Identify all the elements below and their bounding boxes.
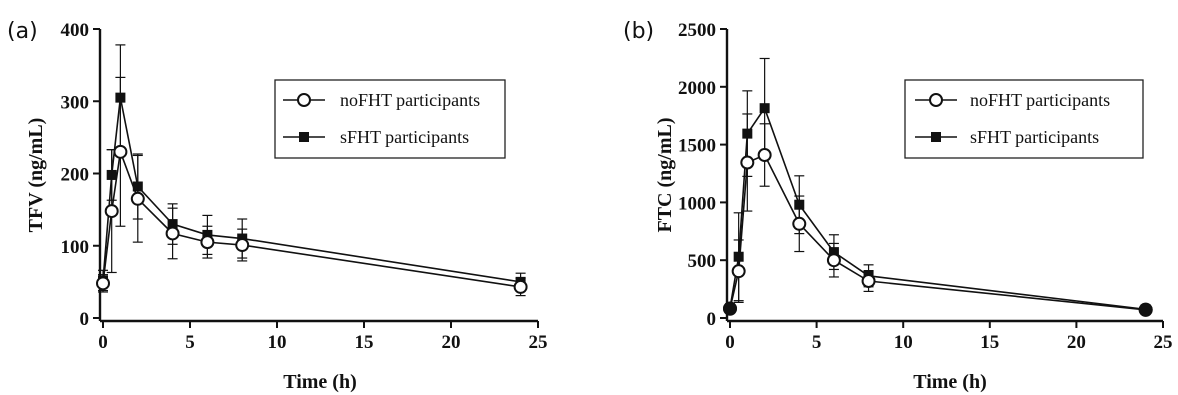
panel-a-point-nofht — [130, 191, 145, 206]
panel-a-x-tick-label: 25 — [529, 332, 548, 353]
panel-a-y-tick-label: 400 — [61, 20, 90, 41]
panel-a-legend-label-sfht: sFHT participants — [340, 127, 469, 147]
panel-a-point-nofht — [165, 226, 180, 241]
panel-a-x-tick-label: 0 — [98, 332, 108, 353]
panel-a-legend-marker-nofht — [297, 93, 311, 107]
panel-b-legend-label-nofht: noFHT participants — [970, 90, 1110, 110]
panel-b-x-tick-label: 20 — [1067, 332, 1086, 353]
panel-a-point-nofht — [513, 279, 528, 294]
panel-a-legend-label-nofht: noFHT participants — [340, 90, 480, 110]
panel-b-point-nofht — [731, 264, 746, 279]
panel-b-point-nofht — [861, 274, 876, 289]
panel-b-point-nofht — [826, 253, 841, 268]
panel-b-line-sfht — [729, 106, 1146, 311]
panel-b-point-nofht — [740, 155, 755, 170]
panel-a-point-nofht — [200, 235, 215, 250]
panel-a-xlabel: Time (h) — [283, 371, 357, 393]
panel-a-x-tick-label: 5 — [185, 332, 195, 353]
panel-b-x-tick-label: 25 — [1154, 332, 1173, 353]
panel-b-y-tick-label: 1000 — [678, 193, 716, 214]
panel-a-line-nofht — [102, 151, 521, 288]
panel-b-legend-frame — [904, 79, 1144, 159]
panel-b-ylabel: FTC (ng/mL) — [654, 118, 676, 233]
panel-a-legend-frame — [274, 79, 506, 159]
panel-a-x-tick-label: 20 — [442, 332, 461, 353]
panel-b-xlabel: Time (h) — [913, 371, 987, 393]
panel-a-point-nofht — [113, 144, 128, 159]
panel-b-label: (b) — [623, 19, 654, 44]
panel-b-y-tick-label: 500 — [688, 251, 717, 272]
panel-b-x-tick-label: 5 — [812, 332, 822, 353]
panel-a-plot: 0 100 200 300 400 0 5 10 15 20 25 — [61, 20, 548, 353]
panel-b-legend-marker-nofht — [929, 93, 943, 107]
panel-b-plot: 0 500 1000 1500 2000 2500 0 5 10 15 20 25 — [678, 20, 1173, 353]
panel-b-line-nofht — [729, 153, 1146, 311]
panel-b-legend-label-sfht: sFHT participants — [970, 127, 1099, 147]
panel-a-point-nofht — [235, 238, 250, 253]
panel-b-x-tick-label: 15 — [980, 332, 999, 353]
panel-a-x-tick-label: 10 — [268, 332, 287, 353]
panel-b-y-tick-label: 0 — [707, 309, 717, 330]
panel-a-point-nofht — [104, 204, 119, 219]
panel-a-x-tick-label: 15 — [355, 332, 374, 353]
panel-b-legend: noFHT participants sFHT participants — [904, 79, 1144, 159]
panel-b-point-sfht — [759, 103, 770, 114]
panel-a-legend: noFHT participants sFHT participants — [274, 79, 506, 159]
panel-b-point-overlap — [723, 301, 737, 316]
panel-b-legend-marker-sfht — [931, 132, 941, 142]
panel-a-point-nofht — [96, 276, 110, 291]
panel-a-y-tick-label: 300 — [61, 92, 90, 113]
panel-a-y-tick-label: 0 — [80, 309, 90, 330]
panel-a-y-tick-label: 200 — [61, 165, 90, 186]
panel-a-line-sfht — [102, 97, 521, 283]
panel-b-x-tick-label: 0 — [725, 332, 735, 353]
panel-b-point-nofht — [757, 148, 772, 163]
panel-b-y-tick-label: 2000 — [678, 78, 716, 99]
panel-a-ylabel: TFV (ng/mL) — [25, 118, 47, 233]
panel-a-y-tick-label: 100 — [61, 237, 90, 258]
panel-b-point-overlap — [1138, 302, 1153, 317]
panel-a-label: (a) — [7, 19, 38, 44]
panel-b-y-tick-label: 1500 — [678, 136, 716, 157]
panel-b-x-tick-label: 10 — [894, 332, 913, 353]
panel-a-legend-marker-sfht — [299, 132, 309, 142]
panel-b-y-tick-label: 2500 — [678, 20, 716, 41]
panel-b-point-nofht — [792, 216, 807, 231]
